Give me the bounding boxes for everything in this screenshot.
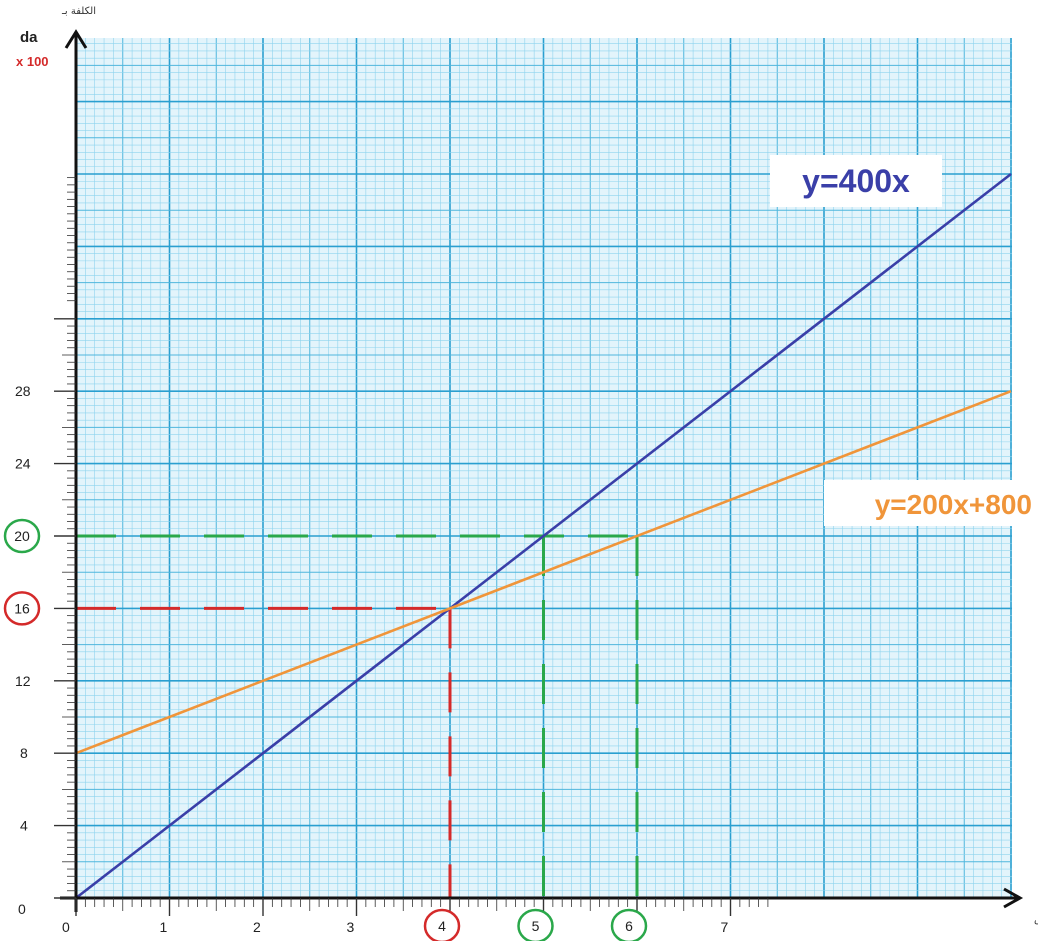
series-label-1: y=400x (802, 163, 910, 199)
y-tick-label: 8 (20, 745, 28, 761)
y-axis-arrow (64, 29, 88, 49)
circled-tick-label: 4 (438, 918, 446, 934)
y-tick-label: 28 (15, 383, 31, 399)
x-axis-arrow (1003, 887, 1024, 909)
circled-marker (610, 908, 648, 941)
axes (54, 29, 1024, 916)
x-tick-label: 3 (347, 919, 355, 935)
series-line-2 (75, 389, 1012, 755)
y-axis-scale: x 100 (16, 54, 49, 69)
series-label-box-1 (770, 155, 942, 207)
circled-tick-label: 16 (14, 600, 30, 616)
y-tick-label: 4 (20, 818, 28, 834)
circled-marker (3, 518, 41, 554)
circled-tick-label: 5 (532, 918, 540, 934)
series-label-box-2 (824, 480, 1038, 526)
series-label-2: y=200x+800 (875, 489, 1032, 520)
y-tick-label: 24 (15, 456, 31, 472)
series-lines (75, 172, 1012, 900)
x-tick-label: 0 (62, 919, 70, 935)
y-axis-title: الكلفة بـ (61, 6, 96, 17)
y-axis-unit: da (20, 29, 38, 46)
x-tick-label: 2 (253, 919, 261, 935)
x-tick-label: 7 (721, 919, 729, 935)
x-axis-title: عدد العروض (1034, 914, 1038, 925)
circled-tick-label: 20 (14, 528, 30, 544)
circled-marker (517, 908, 554, 941)
circled-marker (3, 591, 41, 626)
series-line-1 (75, 172, 1012, 900)
y-tick-label: 12 (15, 673, 31, 689)
circled-marker (423, 908, 461, 941)
circled-tick-label: 6 (625, 918, 633, 934)
y-tick-label: 0 (18, 901, 26, 917)
x-tick-label: 1 (160, 919, 168, 935)
